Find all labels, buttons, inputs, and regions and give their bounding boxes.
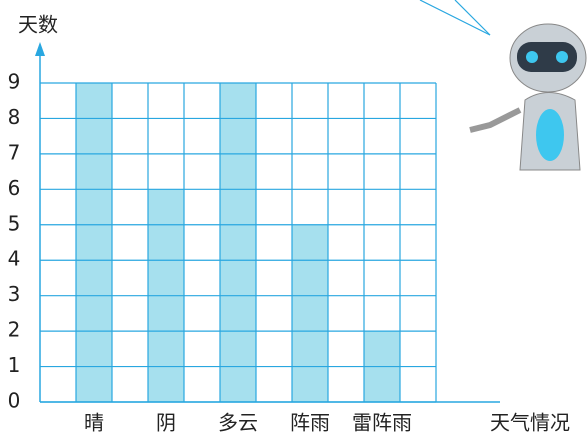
y-axis-arrow xyxy=(35,42,45,56)
x-tick-label: 阵雨 xyxy=(290,411,330,435)
y-tick-label: 5 xyxy=(8,211,21,235)
y-tick-label: 2 xyxy=(8,318,21,342)
x-axis-label: 天气情况 xyxy=(490,411,570,435)
bar xyxy=(220,83,256,402)
x-tick-label: 多云 xyxy=(218,411,258,435)
y-tick-label: 9 xyxy=(8,70,21,94)
x-tick-label: 阴 xyxy=(156,411,176,435)
bar xyxy=(76,83,112,402)
y-tick-label: 7 xyxy=(8,140,21,164)
bar xyxy=(292,224,328,402)
y-tick-label: 6 xyxy=(8,176,21,200)
robot xyxy=(419,0,587,171)
y-tick-label: 4 xyxy=(8,247,21,271)
x-tick-label: 雷阵雨 xyxy=(352,411,412,435)
y-tick-label: 0 xyxy=(8,389,21,413)
y-tick-label: 3 xyxy=(8,282,21,306)
x-tick-label: 晴 xyxy=(84,411,104,435)
y-tick-label: 1 xyxy=(8,353,21,377)
y-axis-label: 天数 xyxy=(18,13,58,37)
y-tick-label: 8 xyxy=(8,105,21,129)
